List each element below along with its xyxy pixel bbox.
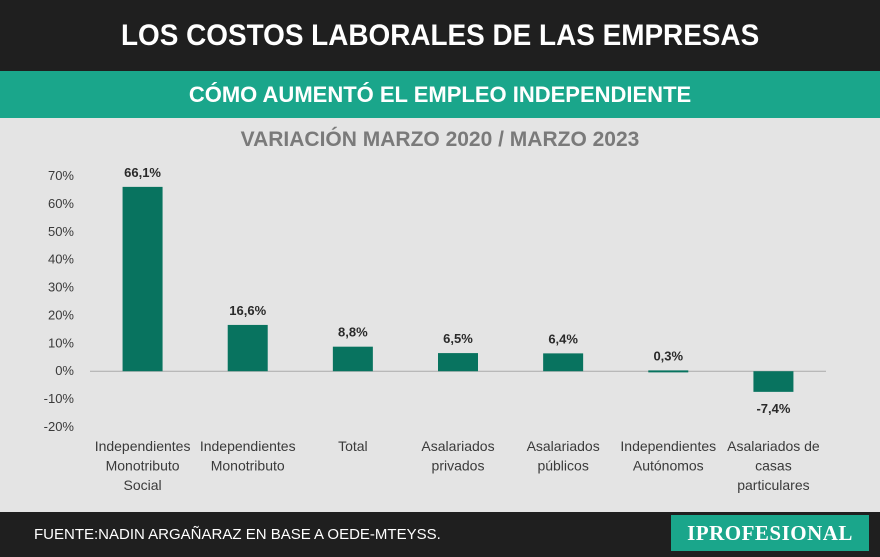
data-label: -7,4%: [756, 401, 790, 416]
bar: [332, 346, 373, 372]
category-label: Asalariados de: [727, 438, 820, 454]
data-label: 0,3%: [653, 348, 683, 363]
y-tick-label: 60%: [48, 196, 74, 211]
bar: [753, 371, 794, 392]
bar: [438, 353, 478, 372]
category-label: Autónomos: [633, 458, 704, 474]
bar: [122, 186, 163, 372]
y-tick-label: 40%: [48, 252, 74, 267]
category-label: Social: [124, 477, 162, 493]
subheader-title: CÓMO AUMENTÓ EL EMPLEO INDEPENDIENTE: [188, 81, 692, 107]
bar: [543, 353, 584, 372]
bar: [648, 370, 689, 373]
category-label: particulares: [737, 477, 809, 493]
category-label: privados: [432, 458, 485, 474]
data-label: 66,1%: [124, 165, 161, 180]
y-tick-label: 70%: [48, 168, 74, 183]
category-label: Asalariados: [421, 438, 494, 454]
y-tick-label: 10%: [48, 335, 74, 350]
header-bar: LOS COSTOS LABORALES DE LAS EMPRESAS: [0, 0, 880, 71]
bar-chart: 70% 60% 50% 40% 30% 20% 10% 0% -10% -20% 66,1% Inde…: [44, 165, 826, 493]
category-label: públicos: [537, 458, 588, 474]
data-label: 16,6%: [229, 303, 266, 318]
bar: [227, 324, 268, 372]
category-label: Monotributo: [106, 458, 180, 474]
y-tick-label: 50%: [48, 224, 74, 239]
y-tick-label: 30%: [48, 280, 74, 295]
header-title: LOS COSTOS LABORALES DE LAS EMPRESAS: [120, 18, 760, 52]
subheader-bar: CÓMO AUMENTÓ EL EMPLEO INDEPENDIENTE: [0, 71, 880, 118]
data-label: 6,4%: [548, 331, 578, 346]
data-label: 8,8%: [338, 325, 368, 340]
chart-title: VARIACIÓN MARZO 2020 / MARZO 2023: [240, 128, 640, 151]
category-label: casas: [755, 458, 792, 474]
y-tick-label: 20%: [48, 307, 74, 322]
category-label: Independientes: [620, 438, 716, 454]
y-tick-label: -10%: [44, 391, 75, 406]
category-label: Independientes: [200, 438, 296, 454]
logo-text: IPROFESIONAL: [687, 520, 853, 545]
y-tick-label: -20%: [44, 419, 75, 434]
category-label: Monotributo: [211, 458, 285, 474]
category-label: Asalariados: [527, 438, 600, 454]
data-label: 6,5%: [443, 331, 473, 346]
footer-source: FUENTE:NADIN ARGAÑARAZ EN BASE A OEDE-MT…: [34, 526, 441, 543]
category-label: Independientes: [95, 438, 191, 454]
logo: IPROFESIONAL: [671, 515, 869, 551]
y-tick-label: 0%: [55, 363, 74, 378]
category-label: Total: [338, 438, 368, 454]
